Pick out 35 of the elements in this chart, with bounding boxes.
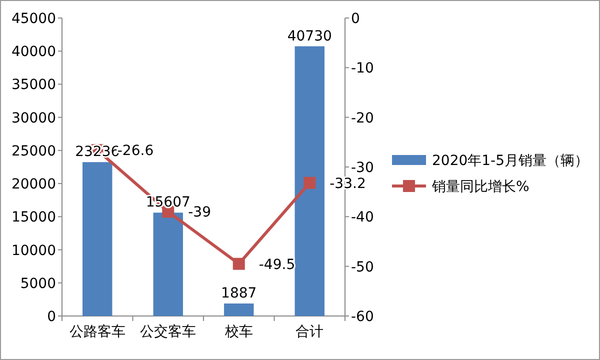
bar: [224, 304, 254, 316]
y-tick-label: 45000: [11, 11, 56, 27]
data-label: -39: [188, 204, 211, 221]
y-tick-label: 25000: [11, 143, 56, 160]
x-tick-label: 公路客车: [69, 324, 126, 340]
y2-tick-label: 0: [351, 11, 360, 27]
bar: [294, 46, 324, 316]
legend-label: 销量同比增长%: [431, 179, 530, 195]
x-tick-label: 校车: [224, 324, 253, 340]
bar: [82, 162, 112, 316]
y2-tick-label: -40: [351, 210, 374, 226]
point: [232, 258, 245, 270]
y-tick-label: 0: [47, 309, 56, 325]
x-tick-label: 公交客车: [140, 324, 196, 340]
y-tick-label: 30000: [11, 110, 56, 126]
data-label: 40730: [287, 28, 332, 44]
legend-label: 2020年1-5月销量（辆）: [432, 153, 588, 169]
y2-tick-label: -60: [351, 309, 374, 325]
data-label: -26.6: [117, 143, 154, 160]
y2-tick-label: -30: [351, 160, 374, 176]
y-tick-label: 20000: [11, 176, 56, 193]
point: [304, 176, 316, 189]
y2-tick-label: -50: [351, 259, 374, 276]
y-tick-label: 15000: [11, 210, 56, 226]
y2-tick-label: -20: [351, 110, 374, 126]
y-tick-label: 5000: [20, 276, 56, 292]
y2-tick-label: -10: [351, 60, 374, 77]
data-label: 1887: [221, 286, 257, 302]
x-tick-label: 合计: [296, 324, 324, 340]
data-label: -33.2: [330, 176, 366, 192]
data-label: -49.5: [258, 256, 296, 273]
y-tick-label: 40000: [11, 44, 56, 60]
y-tick-label: 35000: [11, 77, 56, 94]
bar: [153, 212, 183, 316]
y-tick-label: 10000: [11, 242, 56, 259]
